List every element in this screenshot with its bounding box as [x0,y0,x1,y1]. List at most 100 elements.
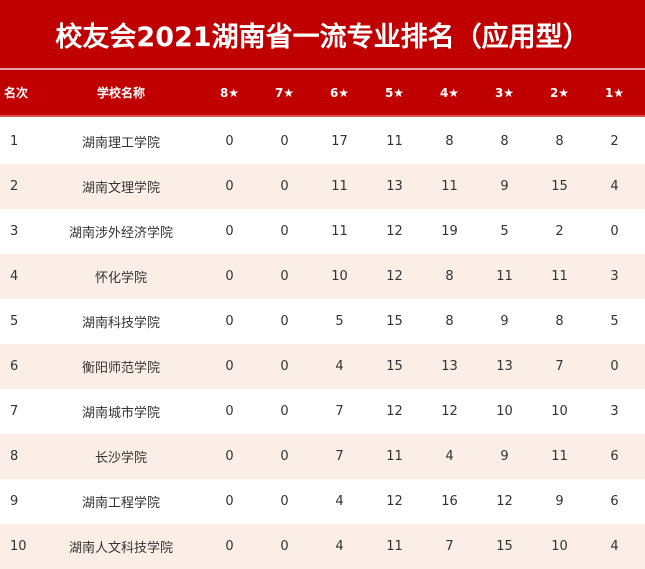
cell-3-star: 12 [496,494,513,509]
cell-5-star: 11 [386,539,403,554]
cell-school-name: 湖南理工学院 [81,136,160,151]
cell-rank: 5 [10,314,19,329]
cell-6-star: 5 [335,314,344,329]
cell-school-name: 湖南文理学院 [81,181,160,196]
cell-school-name: 怀化学院 [94,271,147,286]
cell-3-star: 8 [500,134,509,149]
cell-school-name: 长沙学院 [94,451,147,466]
cell-4-star: 13 [441,359,458,374]
cell-8-star: 0 [225,269,234,284]
cell-5-star: 12 [386,224,403,239]
cell-1-star: 6 [610,494,619,509]
table-row: 1 湖南理工学院 0 0 17 11 8 8 8 2 [0,119,645,164]
cell-8-star: 0 [225,224,234,239]
cell-rank: 1 [10,134,19,149]
table-row: 6 衡阳师范学院 0 0 4 15 13 13 7 0 [0,344,645,389]
table-row: 8 长沙学院 0 0 7 11 4 9 11 6 [0,434,645,479]
cell-4-star: 4 [445,449,454,464]
cell-1-star: 0 [610,359,619,374]
header-6-star: 6★ [329,85,350,100]
header-5-star: 5★ [384,85,405,100]
header-2-star: 2★ [549,85,570,100]
cell-4-star: 19 [441,224,458,239]
cell-rank: 7 [10,404,19,419]
cell-rank: 4 [10,269,19,284]
cell-2-star: 11 [551,269,568,284]
cell-7-star: 0 [280,314,289,329]
cell-3-star: 15 [496,539,513,554]
cell-1-star: 0 [610,224,619,239]
header-3-star: 3★ [494,85,515,100]
header-school-name: 学校名称 [96,86,145,100]
table-row: 3 湖南涉外经济学院 0 0 11 12 19 5 2 0 [0,209,645,254]
cell-1-star: 6 [610,449,619,464]
cell-5-star: 11 [386,134,403,149]
cell-8-star: 0 [225,179,234,194]
cell-1-star: 3 [610,269,619,284]
page-title: 校友会2021湖南省一流专业排名（应用型） [0,0,645,70]
cell-8-star: 0 [225,314,234,329]
cell-4-star: 8 [445,314,454,329]
cell-5-star: 11 [386,449,403,464]
cell-6-star: 17 [331,134,348,149]
cell-7-star: 0 [280,359,289,374]
cell-4-star: 11 [441,179,458,194]
cell-6-star: 4 [335,359,344,374]
table-row: 9 湖南工程学院 0 0 4 12 16 12 9 6 [0,479,645,524]
cell-6-star: 7 [335,404,344,419]
cell-8-star: 0 [225,539,234,554]
cell-rank: 2 [10,179,19,194]
table-body: 1 湖南理工学院 0 0 17 11 8 8 8 2 2 湖南文理学院 0 0 11 13 11 9 15 4 3 湖南涉… [0,117,645,569]
cell-3-star: 9 [500,314,509,329]
cell-7-star: 0 [280,134,289,149]
table-row: 7 湖南城市学院 0 0 7 12 12 10 10 3 [0,389,645,434]
cell-1-star: 4 [610,539,619,554]
header-1-star: 1★ [604,85,625,100]
cell-3-star: 13 [496,359,513,374]
cell-1-star: 3 [610,404,619,419]
cell-2-star: 15 [551,179,568,194]
cell-6-star: 11 [331,179,348,194]
cell-5-star: 12 [386,269,403,284]
cell-school-name: 湖南人文科技学院 [68,541,173,556]
cell-8-star: 0 [225,494,234,509]
cell-6-star: 4 [335,539,344,554]
cell-6-star: 11 [331,224,348,239]
cell-rank: 6 [10,359,19,374]
cell-7-star: 0 [280,269,289,284]
cell-1-star: 5 [610,314,619,329]
cell-rank: 9 [10,494,19,509]
cell-4-star: 8 [445,134,454,149]
table-row: 10 湖南人文科技学院 0 0 4 11 7 15 10 4 [0,524,645,569]
cell-5-star: 12 [386,494,403,509]
cell-8-star: 0 [225,134,234,149]
cell-2-star: 7 [555,359,564,374]
cell-1-star: 2 [610,134,619,149]
cell-4-star: 16 [441,494,458,509]
cell-8-star: 0 [225,449,234,464]
cell-7-star: 0 [280,494,289,509]
cell-7-star: 0 [280,224,289,239]
cell-2-star: 8 [555,134,564,149]
cell-rank: 10 [10,539,27,554]
cell-7-star: 0 [280,539,289,554]
table-header: 名次 学校名称 8★ 7★ 6★ 5★ 4★ 3★ 2★ 1★ [0,70,645,117]
cell-4-star: 8 [445,269,454,284]
cell-school-name: 湖南涉外经济学院 [68,226,173,241]
cell-5-star: 15 [386,314,403,329]
header-7-star: 7★ [274,85,295,100]
cell-2-star: 11 [551,449,568,464]
cell-5-star: 12 [386,404,403,419]
cell-7-star: 0 [280,179,289,194]
cell-6-star: 7 [335,449,344,464]
cell-7-star: 0 [280,449,289,464]
cell-3-star: 9 [500,449,509,464]
cell-rank: 8 [10,449,19,464]
cell-4-star: 12 [441,404,458,419]
cell-3-star: 11 [496,269,513,284]
cell-6-star: 10 [331,269,348,284]
cell-3-star: 9 [500,179,509,194]
cell-2-star: 9 [555,494,564,509]
cell-3-star: 5 [500,224,509,239]
cell-2-star: 10 [551,539,568,554]
